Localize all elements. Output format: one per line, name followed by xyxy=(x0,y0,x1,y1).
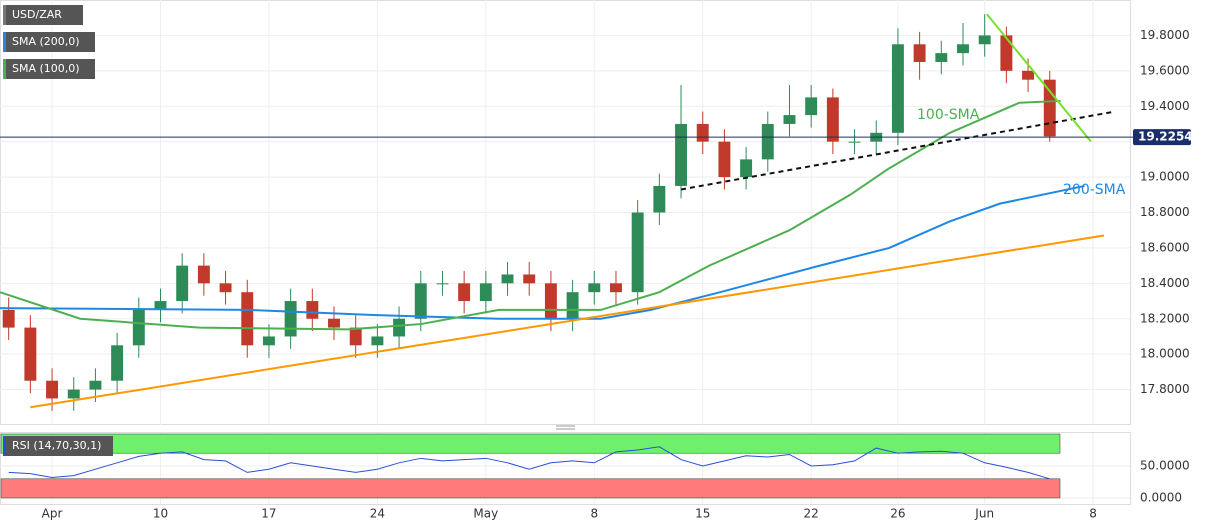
candle-body xyxy=(46,380,59,399)
candle-body xyxy=(805,97,818,116)
candle-body xyxy=(913,44,926,62)
x-tick-label: 15 xyxy=(695,507,710,521)
candle-body xyxy=(154,301,167,310)
candle-body xyxy=(262,336,275,346)
candle-body xyxy=(328,318,340,328)
candle-body xyxy=(111,345,124,381)
legend-swatch xyxy=(3,436,6,456)
candle-body xyxy=(610,283,622,293)
legend-label: RSI (14,70,30,1) xyxy=(12,439,101,452)
x-tick-label: 10 xyxy=(153,507,168,521)
candle-body xyxy=(393,318,406,337)
candle-body xyxy=(2,309,15,328)
candle-body xyxy=(761,123,774,160)
candle-body xyxy=(306,301,319,319)
candle-body xyxy=(826,97,839,142)
legend-swatch xyxy=(3,5,6,25)
candle-body xyxy=(479,283,492,302)
x-tick-label: May xyxy=(473,507,498,521)
rsi-tick-label: 0.0000 xyxy=(1140,491,1182,505)
x-tick-label: 22 xyxy=(804,507,819,521)
candle-body xyxy=(566,292,579,319)
x-tick-label: 8 xyxy=(590,507,598,521)
candle-body xyxy=(631,212,644,293)
last-price-tag xyxy=(1133,129,1191,146)
candle-body xyxy=(458,283,471,302)
legend-swatch xyxy=(3,32,6,52)
y-tick-label: 19.0000 xyxy=(1140,170,1190,184)
candle-body xyxy=(848,141,861,143)
candle-body xyxy=(436,283,449,285)
candle-body xyxy=(675,123,688,186)
y-tick-label: 19.4000 xyxy=(1140,99,1190,113)
candle-body xyxy=(740,159,753,178)
candle-body xyxy=(523,274,536,284)
x-tick-label: 26 xyxy=(890,507,905,521)
y-tick-label: 18.2000 xyxy=(1140,311,1190,325)
candle-body xyxy=(414,283,427,319)
legend-box xyxy=(3,5,83,25)
candle-body xyxy=(219,283,232,293)
candle-body xyxy=(132,309,145,346)
legend-label: SMA (100,0) xyxy=(12,62,80,75)
y-tick-label: 18.4000 xyxy=(1140,276,1190,290)
candle-body xyxy=(935,53,948,62)
candle-body xyxy=(197,265,210,284)
trendline xyxy=(986,13,1092,143)
y-tick-label: 17.8000 xyxy=(1140,382,1190,396)
y-tick-label: 19.8000 xyxy=(1140,28,1190,42)
candle-body xyxy=(957,44,969,54)
candle-body xyxy=(24,327,37,381)
legend-label: USD/ZAR xyxy=(12,8,62,21)
legend-box xyxy=(3,436,113,456)
sma-annotation: 200-SMA xyxy=(1063,182,1126,198)
y-tick-label: 19.6000 xyxy=(1140,63,1190,77)
candle-body xyxy=(783,115,796,124)
last-price-label: 19.22548 xyxy=(1138,130,1201,144)
x-tick-label: Jun xyxy=(974,507,994,521)
candle-body xyxy=(67,389,80,399)
candle-body xyxy=(718,141,731,178)
candle-body xyxy=(501,274,514,284)
legend-box xyxy=(3,59,95,79)
x-tick-label: 17 xyxy=(261,507,276,521)
candle-body xyxy=(176,265,189,302)
candle-body xyxy=(284,301,297,337)
rsi-overbought-zone xyxy=(0,433,1061,454)
candle-body xyxy=(696,123,709,142)
rsi-line xyxy=(8,446,1050,480)
x-tick-label: Apr xyxy=(42,507,63,521)
candle-body xyxy=(1022,70,1035,80)
rsi-oversold-zone xyxy=(0,478,1061,499)
candle-body xyxy=(544,283,557,319)
candle-body xyxy=(89,380,102,390)
legend-label: SMA (200,0) xyxy=(12,35,80,48)
candle-body xyxy=(371,336,384,346)
candle-body xyxy=(891,44,904,133)
x-tick-label: 24 xyxy=(370,507,385,521)
y-tick-label: 18.6000 xyxy=(1140,240,1190,254)
candle-body xyxy=(653,185,666,213)
candle-body xyxy=(1000,35,1013,71)
x-tick-label: 8 xyxy=(1089,507,1097,521)
candle-body xyxy=(241,292,254,346)
legend-box xyxy=(3,32,95,52)
candle-body xyxy=(588,283,601,293)
trendline xyxy=(30,234,1105,409)
sma-line xyxy=(0,184,1085,320)
y-tick-label: 18.0000 xyxy=(1140,347,1190,361)
candle-body xyxy=(1043,79,1056,137)
candle-body xyxy=(978,35,991,45)
sma-annotation: 100-SMA xyxy=(917,107,980,123)
candle-body xyxy=(349,327,362,346)
trendline xyxy=(680,110,1115,191)
y-tick-label: 18.8000 xyxy=(1140,205,1190,219)
rsi-tick-label: 50.0000 xyxy=(1140,459,1190,473)
legend-swatch xyxy=(3,59,6,79)
